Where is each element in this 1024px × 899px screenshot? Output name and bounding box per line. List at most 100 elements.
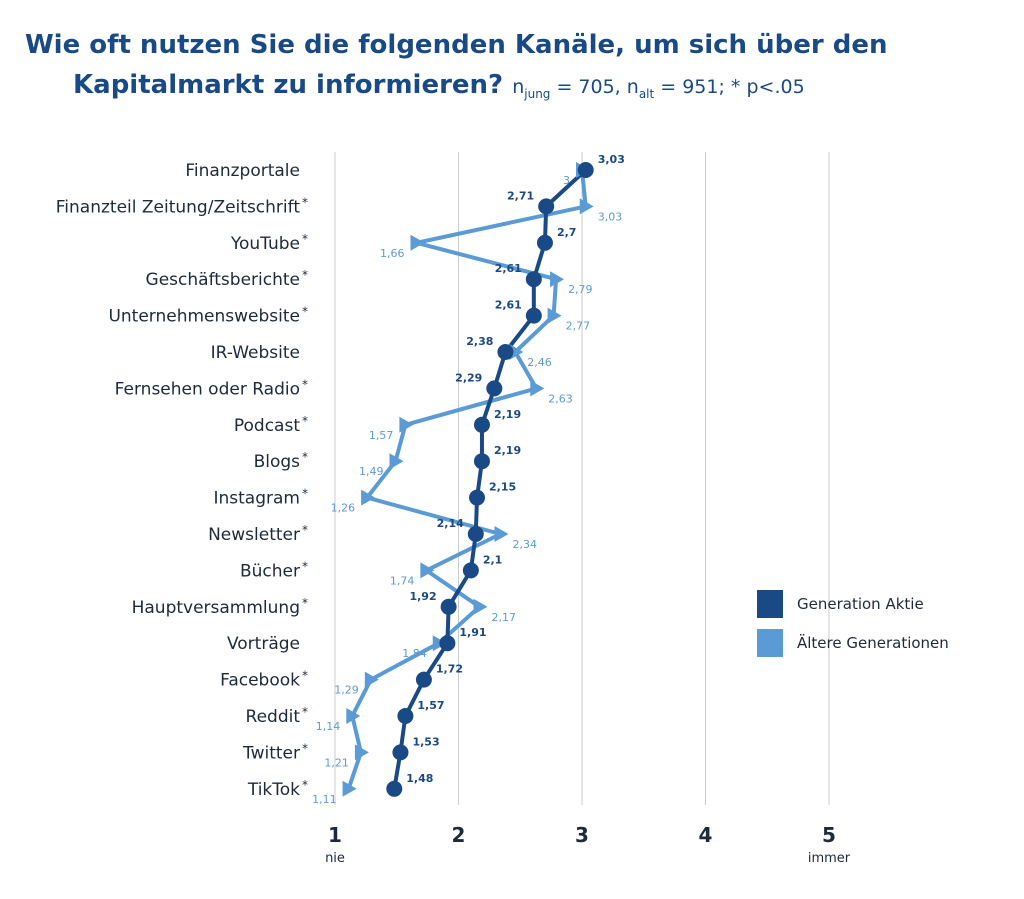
data-point-generation-aktie <box>397 708 414 724</box>
data-point-aeltere-generationen <box>579 198 594 215</box>
category-label: Blogs <box>254 452 301 472</box>
data-point-generation-aktie <box>577 162 594 178</box>
category-label: Bücher <box>240 561 300 581</box>
significance-star: * <box>302 450 308 464</box>
chart-subtitle: njung = 705, nalt = 951; * p<.05 <box>512 76 805 101</box>
significance-star: * <box>302 195 308 209</box>
category-label: Finanzportale <box>185 161 300 181</box>
data-point-generation-aktie <box>440 598 457 615</box>
data-label-aeltere-generationen: 1,14 <box>316 720 341 733</box>
data-label-generation-aktie: 1,92 <box>409 590 436 603</box>
significance-star: * <box>302 268 308 282</box>
data-point-aeltere-generationen <box>389 453 404 470</box>
significance-star: * <box>302 305 308 319</box>
data-point-generation-aktie <box>439 635 456 652</box>
category-label: Facebook <box>220 671 300 691</box>
data-label-aeltere-generationen: 1,57 <box>369 429 394 442</box>
data-point-aeltere-generationen <box>530 380 545 397</box>
significance-star: * <box>302 414 308 428</box>
data-label-generation-aktie: 2,15 <box>489 481 516 494</box>
data-label-generation-aktie: 1,72 <box>436 663 463 676</box>
data-point-generation-aktie <box>525 307 542 324</box>
data-point-aeltere-generationen <box>399 416 414 433</box>
data-label-generation-aktie: 2,19 <box>494 444 521 457</box>
data-label-generation-aktie: 2,61 <box>495 262 522 275</box>
data-label-generation-aktie: 1,53 <box>412 735 439 748</box>
legend-generation-aktie-swatch <box>757 590 783 618</box>
data-label-aeltere-generationen: 1,26 <box>331 502 356 515</box>
data-point-generation-aktie <box>536 234 553 251</box>
data-label-aeltere-generationen: 2,34 <box>512 538 537 551</box>
data-label-generation-aktie: 2,61 <box>495 299 522 312</box>
data-point-aeltere-generationen <box>364 671 379 688</box>
data-label-aeltere-generationen: 1,74 <box>390 574 415 587</box>
category-label: TikTok <box>247 780 300 800</box>
significance-star: * <box>302 741 308 755</box>
category-label: Podcast <box>234 416 300 436</box>
series-line-aeltere-generationen <box>346 169 588 790</box>
data-point-aeltere-generationen <box>494 526 509 542</box>
x-tick-sublabel-1: nie <box>325 851 345 866</box>
significance-star: * <box>302 523 308 537</box>
category-label: Finanzteil Zeitung/Zeitschrift <box>56 197 301 217</box>
data-label-aeltere-generationen: 3,03 <box>598 210 623 223</box>
data-point-aeltere-generationen <box>361 489 376 506</box>
data-point-generation-aktie <box>392 744 409 761</box>
category-label: Reddit <box>246 707 301 727</box>
legend-generation-aktie-label: Generation Aktie <box>797 595 924 613</box>
category-label: Hauptversammlung <box>132 598 300 618</box>
x-tick-label-1: 1 <box>328 823 342 847</box>
data-label-aeltere-generationen: 1,11 <box>312 793 337 806</box>
category-label: Twitter <box>242 743 300 763</box>
data-label-aeltere-generationen: 1,84 <box>402 647 427 660</box>
chart-title-text: Kapitalmarkt zu informieren? <box>73 70 504 100</box>
significance-star: * <box>302 669 308 683</box>
significance-star: * <box>302 596 308 610</box>
data-label-aeltere-generationen: 1,29 <box>334 684 359 697</box>
significance-star: * <box>302 377 308 391</box>
data-point-generation-aktie <box>538 198 555 215</box>
data-point-aeltere-generationen <box>547 307 562 324</box>
data-label-generation-aktie: 3,03 <box>598 153 625 166</box>
data-point-generation-aktie <box>473 416 490 433</box>
data-label-aeltere-generationen: 1,21 <box>324 756 349 769</box>
data-label-aeltere-generationen: 2,63 <box>548 392 573 405</box>
category-label: Instagram <box>214 489 301 509</box>
data-label-aeltere-generationen: 2,46 <box>527 356 552 369</box>
data-point-generation-aktie <box>486 380 503 397</box>
x-tick-sublabel-5: immer <box>808 851 851 866</box>
significance-star: * <box>302 232 308 246</box>
data-label-aeltere-generationen: 1,66 <box>380 247 405 260</box>
data-point-aeltere-generationen <box>346 708 361 724</box>
category-label: Unternehmenswebsite <box>108 307 300 327</box>
data-point-generation-aktie <box>415 671 432 688</box>
significance-star: * <box>302 778 308 792</box>
data-label-aeltere-generationen: 2,77 <box>566 320 591 333</box>
significance-star: * <box>302 487 308 501</box>
category-label: IR-Website <box>211 343 300 363</box>
category-label: Fernsehen oder Radio <box>115 379 300 399</box>
chart-title-line1: Wie oft nutzen Sie die folgenden Kanäle,… <box>25 30 888 60</box>
data-label-aeltere-generationen: 1,49 <box>359 465 384 478</box>
data-point-generation-aktie <box>469 489 486 506</box>
data-point-generation-aktie <box>386 780 403 797</box>
significance-star: * <box>302 559 308 573</box>
legend-aeltere-generationen-label: Ältere Generationen <box>797 633 949 652</box>
data-label-generation-aktie: 2,29 <box>455 371 482 384</box>
data-point-aeltere-generationen <box>550 271 565 288</box>
data-point-generation-aktie <box>467 526 484 542</box>
legend-aeltere-generationen-swatch <box>757 629 783 657</box>
data-point-generation-aktie <box>497 344 514 360</box>
data-label-generation-aktie: 2,7 <box>557 226 577 239</box>
data-point-aeltere-generationen <box>420 562 435 579</box>
data-label-generation-aktie: 2,14 <box>437 517 464 530</box>
chart-title-line2: Kapitalmarkt zu informieren? njung = 705… <box>73 70 805 101</box>
data-point-generation-aktie <box>462 562 479 579</box>
data-label-aeltere-generationen: 2,79 <box>568 283 593 296</box>
significance-star: * <box>302 705 308 719</box>
data-label-generation-aktie: 1,48 <box>406 772 433 785</box>
data-point-generation-aktie <box>473 453 490 470</box>
data-label-generation-aktie: 1,57 <box>417 699 444 712</box>
data-label-generation-aktie: 2,38 <box>466 335 493 348</box>
